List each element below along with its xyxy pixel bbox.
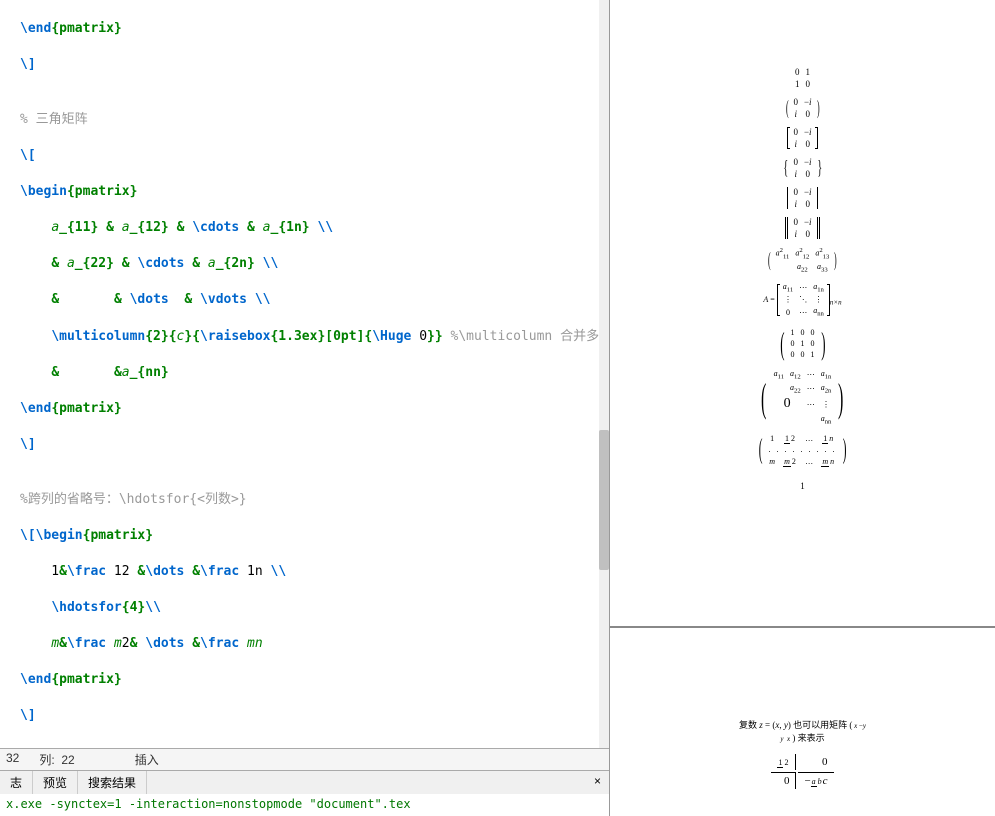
preview-page-top: 0110 (0−ii0) 0−ii0 0−ii0 0−ii0 0−ii0 (a2… <box>610 0 995 628</box>
pdf-preview-pane[interactable]: 0110 (0−ii0) 0−ii0 0−ii0 0−ii0 0−ii0 (a2… <box>610 0 995 816</box>
tab-preview[interactable]: 预览 <box>33 771 78 794</box>
preview-pagenum: 1 <box>610 481 995 491</box>
matrix-dvbar: 0−ii0 <box>610 216 995 240</box>
status-mode: 插入 <box>135 751 159 768</box>
status-col: 列: 22 <box>39 751 74 768</box>
matrix-vbar: 0−ii0 <box>610 186 995 210</box>
tab-log[interactable]: 志 <box>0 771 33 794</box>
editor-scrollbar[interactable] <box>599 0 609 748</box>
matrix-plain: 0110 <box>610 66 995 90</box>
console-output: x.exe -synctex=1 -interaction=nonstopmod… <box>0 794 609 816</box>
matrix-triangular: (a11a12⋯a1na22⋯a2n0⋯⋮ann) <box>610 368 995 427</box>
array-table: 120 0−abc <box>769 752 835 791</box>
preview-page-bottom: 复数 z = (x, y) 也可以用矩阵 ( x −yy x ) 来表示 120… <box>610 628 995 816</box>
tab-close-icon[interactable]: × <box>586 771 609 794</box>
tab-search-results[interactable]: 搜索结果 <box>78 771 147 794</box>
matrix-hdotsfor: (112…1n. . . . . . . . .mm2…mn) <box>610 433 995 467</box>
status-bar: 32 列: 22 插入 <box>0 748 609 770</box>
matrix-brace: 0−ii0 <box>610 156 995 180</box>
matrix-paren: (0−ii0) <box>610 96 995 120</box>
bottom-tab-bar: 志 预览 搜索结果 × <box>0 770 609 794</box>
matrix-bracket: 0−ii0 <box>610 126 995 150</box>
matrix-identity: (100010001) <box>610 325 995 362</box>
matrix-A-bracket: A = a11⋯a1n⋮⋱⋮0⋯annn×n <box>610 281 995 319</box>
matrix-squared: (a211a212a213a22a33) <box>610 246 995 275</box>
inline-smallmatrix-text: 复数 z = (x, y) 也可以用矩阵 ( x −yy x ) 来表示 <box>610 718 995 744</box>
code-editor[interactable]: \end{pmatrix} \] % 三角矩阵 \[ \begin{pmatri… <box>0 0 609 748</box>
scrollbar-thumb[interactable] <box>599 430 609 570</box>
editor-pane: \end{pmatrix} \] % 三角矩阵 \[ \begin{pmatri… <box>0 0 610 816</box>
status-line: 32 <box>6 751 19 768</box>
